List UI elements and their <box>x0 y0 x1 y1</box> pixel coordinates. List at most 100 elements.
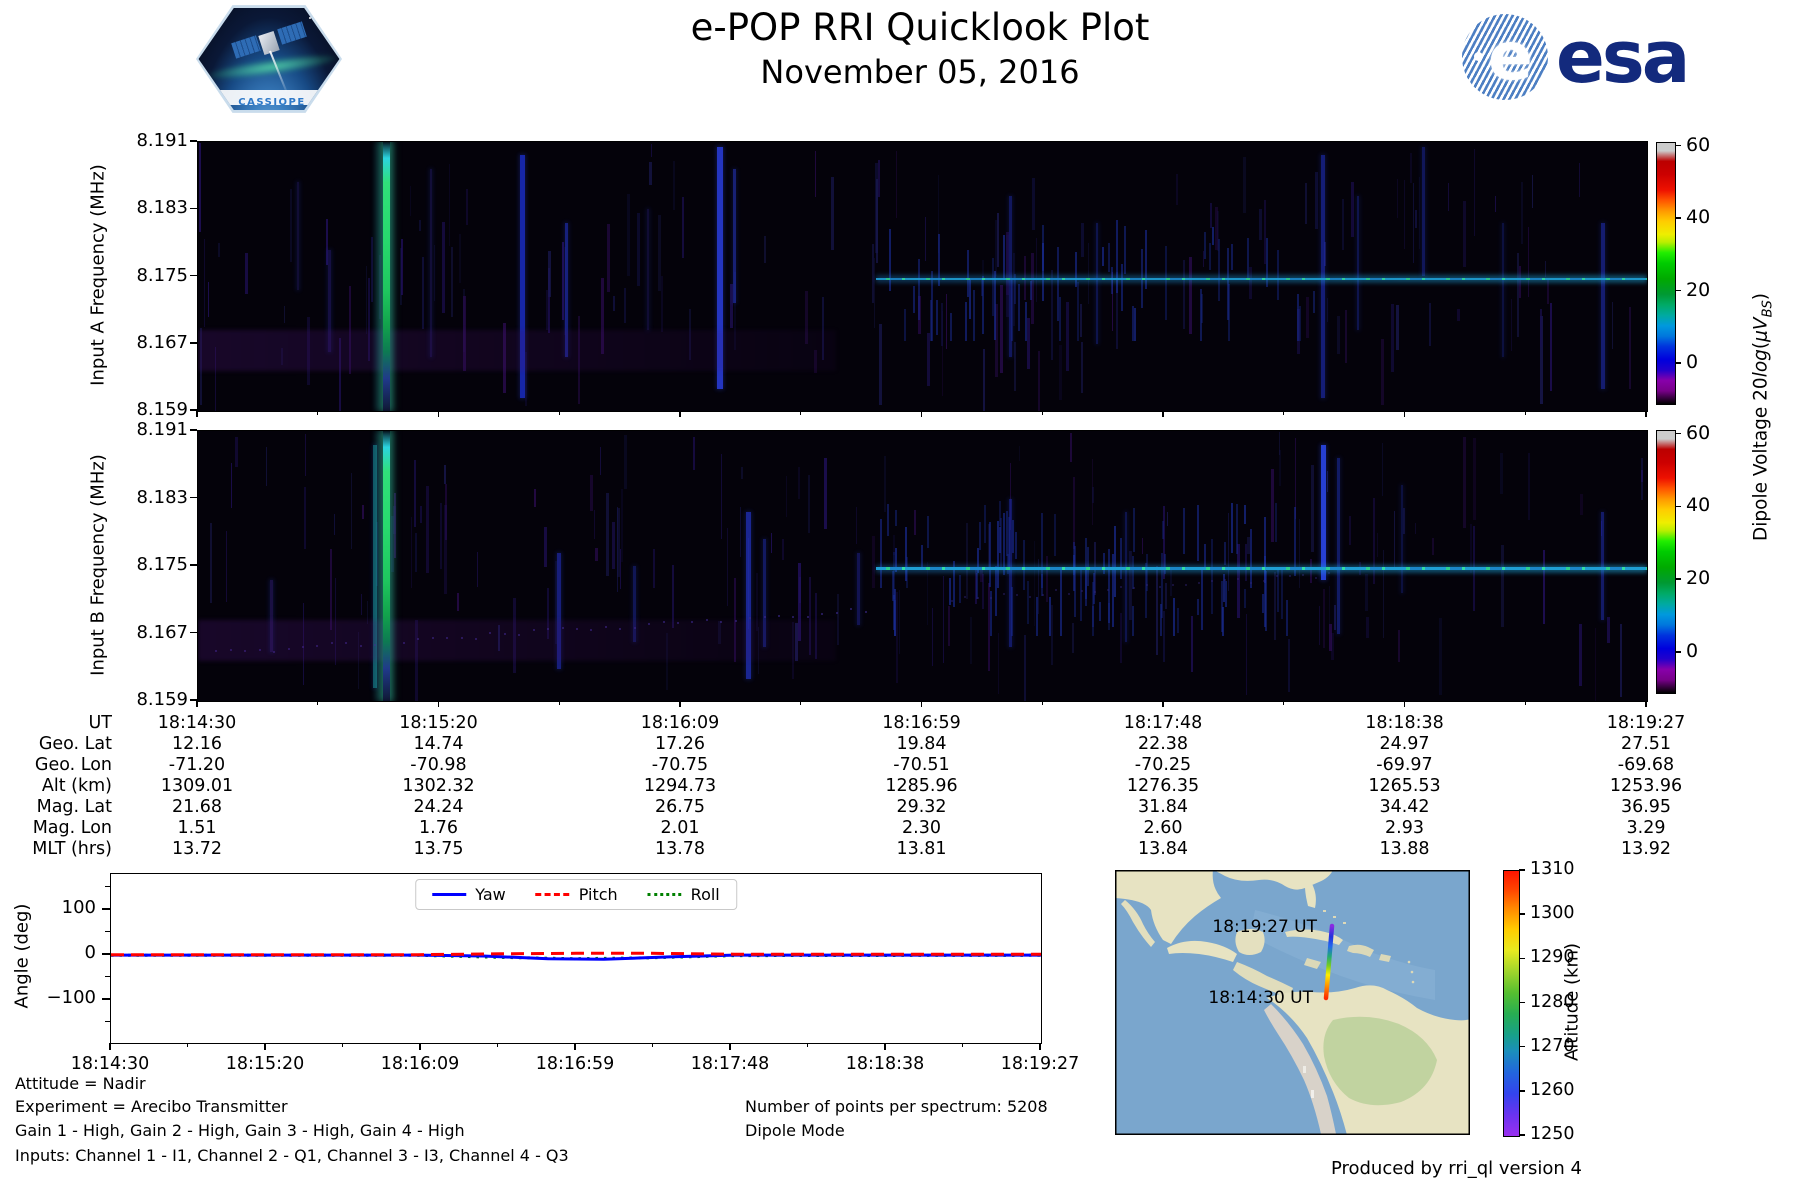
dipole-colorbar-a <box>1656 142 1676 405</box>
hash-streak <box>1040 512 1043 589</box>
noise-streak <box>831 177 834 251</box>
noise-streak <box>1306 296 1309 339</box>
map-land-yucatan <box>1235 929 1265 955</box>
hash-streak <box>1014 274 1017 305</box>
noise-streak <box>782 539 784 560</box>
noise-streak <box>1501 545 1505 628</box>
diagonal-trace-dot <box>1068 592 1071 595</box>
hash-streak <box>1102 552 1105 575</box>
noise-streak <box>1271 469 1275 542</box>
spectrogram-b-ylabel: Input B Frequency (MHz) <box>87 454 109 676</box>
noise-haze <box>198 620 836 661</box>
noise-streak <box>814 151 817 198</box>
noise-streak <box>562 242 564 320</box>
x-minor-tick-mark <box>1283 411 1285 415</box>
diagonal-trace-dot <box>1081 589 1084 592</box>
hash-streak <box>1040 573 1043 597</box>
diagonal-trace-dot <box>677 621 679 624</box>
noise-streak <box>1236 544 1240 618</box>
noise-streak <box>444 505 447 594</box>
noise-streak <box>1462 200 1466 267</box>
angle-x-tick-label: 18:16:59 <box>535 1054 615 1074</box>
footer-line: Experiment = Arecibo Transmitter <box>15 1097 288 1116</box>
noise-streak <box>1580 494 1583 515</box>
hash-streak <box>1144 563 1147 619</box>
diagonal-trace-dot <box>1302 574 1305 577</box>
diagonal-trace-dot <box>258 649 261 652</box>
x-tick-mark <box>1645 411 1647 417</box>
dipole-colorbar-label-part: BS <box>1760 300 1776 318</box>
hash-streak <box>968 279 971 320</box>
attitude-angle-lines <box>111 951 1042 961</box>
noise-streak <box>804 291 808 344</box>
map-andes-mountains <box>1264 1004 1336 1134</box>
track-end-time-label: 18:19:27 UT <box>1212 917 1317 937</box>
diagonal-trace-dot <box>287 647 290 650</box>
colorbar-tick-label: 20 <box>1686 278 1711 301</box>
ephemeris-cell: 17.26 <box>654 734 706 754</box>
noise-streak <box>1298 518 1300 588</box>
hash-streak <box>891 570 894 602</box>
hash-streak <box>1196 598 1199 616</box>
hash-streak <box>1076 282 1079 342</box>
noise-streak <box>1348 515 1351 546</box>
x-minor-tick-mark <box>317 701 319 705</box>
signal-streak <box>716 147 723 390</box>
altitude-tick-label: 1290 <box>1530 947 1575 968</box>
diagonal-trace-dot <box>1133 586 1136 589</box>
hash-streak <box>1072 555 1075 592</box>
hash-streak <box>886 504 889 536</box>
noise-streak <box>420 506 422 524</box>
noise-streak <box>942 310 944 397</box>
signal-streak <box>745 512 751 680</box>
ephemeris-cell: 27.51 <box>1620 734 1672 754</box>
noise-streak <box>1397 629 1400 663</box>
noise-streak <box>1516 253 1520 338</box>
noise-streak <box>624 434 627 489</box>
diagonal-trace-dot <box>374 643 377 646</box>
freq-tick-label: 8.191 <box>136 130 188 151</box>
noise-streak <box>414 460 416 528</box>
diagonal-trace-dot <box>850 608 853 611</box>
noise-streak <box>1278 449 1281 487</box>
noise-streak <box>821 297 824 360</box>
diagonal-trace-dot <box>475 637 478 640</box>
ephemeris-cell: -69.97 <box>1376 755 1433 775</box>
noise-streak <box>1009 463 1012 530</box>
hash-streak <box>1132 606 1135 637</box>
noise-streak <box>415 532 417 572</box>
noise-streak <box>1081 222 1085 258</box>
hash-streak <box>1091 582 1094 637</box>
noise-streak <box>394 492 397 558</box>
diagonal-trace-dot <box>330 642 333 645</box>
colorbar-tick-mark <box>1675 651 1681 653</box>
diagonal-trace-dot <box>720 621 723 624</box>
hash-streak <box>1173 598 1176 637</box>
hash-streak <box>1048 597 1051 637</box>
noise-streak <box>1519 265 1521 298</box>
noise-streak <box>1209 202 1212 229</box>
y-tick-mark <box>190 564 197 566</box>
noise-streak <box>1066 302 1069 372</box>
noise-streak <box>1018 445 1021 461</box>
noise-streak <box>1006 234 1010 317</box>
hash-streak <box>1235 503 1238 555</box>
noise-streak <box>996 213 999 268</box>
hash-streak <box>1002 513 1005 576</box>
altitude-tick-mark <box>1519 1001 1525 1004</box>
noise-streak <box>1273 572 1276 640</box>
ephemeris-cell: 34.42 <box>1379 797 1430 817</box>
noise-streak <box>815 592 818 660</box>
diagonal-trace-dot <box>734 619 737 622</box>
hash-streak <box>1208 242 1211 270</box>
noise-streak <box>1129 550 1132 621</box>
hash-streak <box>1057 246 1060 322</box>
signal-streak <box>373 444 378 688</box>
ephemeris-cell: 18:16:59 <box>882 713 961 733</box>
hash-streak <box>1093 572 1096 604</box>
noise-streak <box>1305 183 1308 224</box>
noise-streak <box>1310 465 1314 553</box>
altitude-tick-label: 1250 <box>1530 1124 1575 1144</box>
noise-streak <box>1365 573 1369 612</box>
ephemeris-row-label: Mag. Lon <box>32 818 112 838</box>
